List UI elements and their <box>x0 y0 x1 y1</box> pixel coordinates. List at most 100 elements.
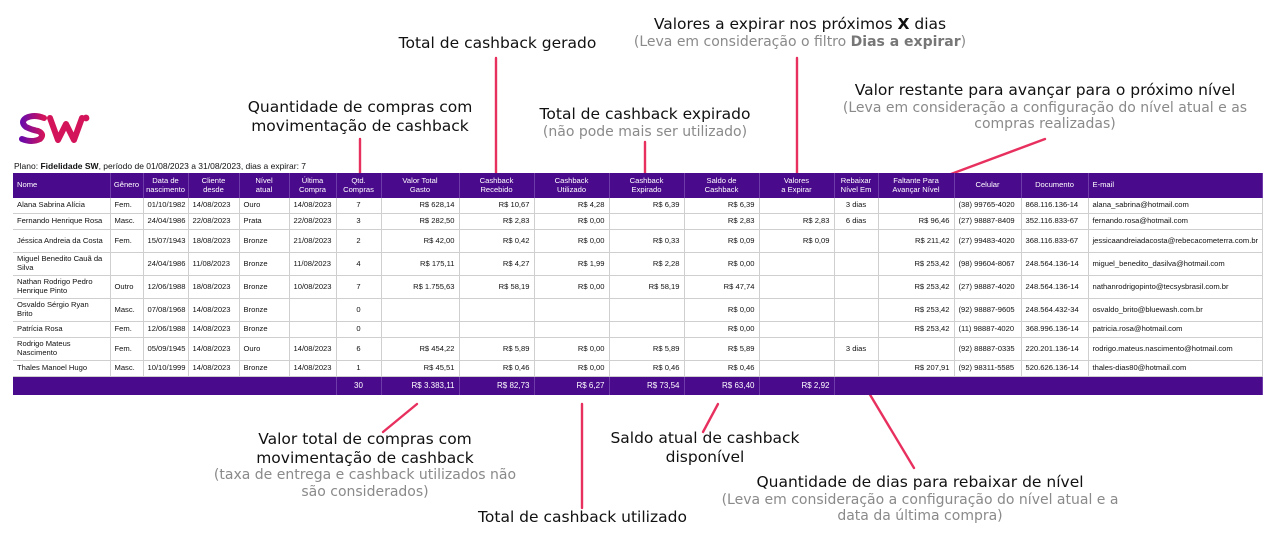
total-cashback-utilizado: R$ 6,27 <box>534 376 610 395</box>
table-cell: R$ 0,42 <box>459 229 535 253</box>
column-header: E-mail <box>1088 173 1263 198</box>
table-cell: Ouro <box>239 337 290 361</box>
column-header: Cashback Utilizado <box>534 173 610 198</box>
table-cell: 14/08/2023 <box>188 321 240 338</box>
table-cell: R$ 5,89 <box>459 337 535 361</box>
table-cell: 0 <box>336 321 382 338</box>
table-cell: 520.626.136-14 <box>1021 360 1089 377</box>
table-cell: R$ 0,00 <box>534 360 610 377</box>
column-header: Valores a Expirar <box>759 173 835 198</box>
table-cell: 07/08/1968 <box>143 298 189 322</box>
arrow-valor-total <box>381 402 419 434</box>
table-cell: R$ 47,74 <box>684 275 760 299</box>
table-cell: Bronze <box>239 360 290 377</box>
table-cell: R$ 0,33 <box>609 229 685 253</box>
table-cell <box>609 321 685 338</box>
table-cell: Osvaldo Sérgio Ryan Brito <box>13 298 111 322</box>
table-cell: 368.996.136-14 <box>1021 321 1089 338</box>
annotation-saldo-atual: Saldo atual de cashback disponível <box>610 429 800 466</box>
table-cell: R$ 58,19 <box>609 275 685 299</box>
table-cell: 3 dias <box>834 198 879 214</box>
table-cell: R$ 0,00 <box>534 229 610 253</box>
table-cell: (98) 99604-8067 <box>954 252 1022 276</box>
table-cell <box>459 298 535 322</box>
table-cell: R$ 4,27 <box>459 252 535 276</box>
table-cell: 21/08/2023 <box>289 229 337 253</box>
table-cell <box>759 360 835 377</box>
table-cell: 3 <box>336 213 382 230</box>
table-cell: 01/10/1982 <box>143 198 189 214</box>
table-cell: rodrigo.mateus.nascimento@hotmail.com <box>1088 337 1263 361</box>
column-header: Valor Total Gasto <box>381 173 460 198</box>
table-cell <box>609 298 685 322</box>
arrow-saldo-atual <box>701 402 720 434</box>
column-header: Celular <box>954 173 1022 198</box>
table-cell: Ouro <box>239 198 290 214</box>
table-cell: 7 <box>336 275 382 299</box>
table-cell: R$ 5,89 <box>684 337 760 361</box>
table-row: Osvaldo Sérgio Ryan Brito Masc. 07/08/1968… <box>13 298 1263 322</box>
table-cell: R$ 207,91 <box>878 360 955 377</box>
table-cell: jessicaandreiadacosta@rebecacometerra.co… <box>1088 229 1263 253</box>
table-cell: 6 dias <box>834 213 879 230</box>
annotation-valores-expirar: Valores a expirar nos próximos X dias (L… <box>633 15 967 50</box>
table-cell: R$ 6,39 <box>609 198 685 214</box>
table-cell: R$ 253,42 <box>878 275 955 299</box>
annotation-cashback-utilizado: Total de cashback utilizado <box>478 508 687 526</box>
table-cell: Alana Sabrina Alícia <box>13 198 111 214</box>
column-header: Nível atual <box>239 173 290 198</box>
table-cell: thales-dias80@hotmail.com <box>1088 360 1263 377</box>
sw-logo <box>19 113 90 144</box>
table-cell: 352.116.833-67 <box>1021 213 1089 230</box>
table-cell: 368.116.833-67 <box>1021 229 1089 253</box>
table-cell <box>381 321 460 338</box>
column-header: Gênero <box>110 173 144 198</box>
table-cell: 24/04/1986 <box>143 252 189 276</box>
table-row: Patrícia Rosa Fem. 12/06/1988 14/08/2023 Bro… <box>13 321 1263 338</box>
table-cell: Miguel Benedito Cauã da Silva <box>13 252 111 276</box>
annotation-valor-total: Valor total de compras com movimentação … <box>213 430 517 500</box>
total-cashback-recebido: R$ 82,73 <box>459 376 535 395</box>
table-row: Rodrigo Mateus Nascimento Fem. 05/09/1945 1… <box>13 337 1263 361</box>
table-cell <box>834 275 879 299</box>
table-cell: Fem. <box>110 229 144 253</box>
table-cell: 22/08/2023 <box>188 213 240 230</box>
table-cell: R$ 58,19 <box>459 275 535 299</box>
table-cell: R$ 0,46 <box>609 360 685 377</box>
table-cell <box>534 298 610 322</box>
table-cell: Rodrigo Mateus Nascimento <box>13 337 111 361</box>
table-cell: 18/08/2023 <box>188 229 240 253</box>
table-cell: Masc. <box>110 360 144 377</box>
table-cell: (11) 98887-4020 <box>954 321 1022 338</box>
table-cell: R$ 0,00 <box>534 275 610 299</box>
table-cell: 14/08/2023 <box>188 360 240 377</box>
table-cell: 22/08/2023 <box>289 213 337 230</box>
table-cell: R$ 282,50 <box>381 213 460 230</box>
table-cell: 10/10/1999 <box>143 360 189 377</box>
table-cell: (92) 98311-5585 <box>954 360 1022 377</box>
table-cell: 3 dias <box>834 337 879 361</box>
table-cell: (27) 98887-8409 <box>954 213 1022 230</box>
table-cell: R$ 42,00 <box>381 229 460 253</box>
table-cell: osvaldo_brito@bluewash.com.br <box>1088 298 1263 322</box>
column-header: Faltante Para Avançar Nível <box>878 173 955 198</box>
annotation-total-gerado: Total de cashback gerado <box>398 34 597 52</box>
table-header-row: Nome Gênero Data de nascimento Cliente desde N… <box>13 173 1263 198</box>
table-cell <box>834 360 879 377</box>
table-cell: 220.201.136-14 <box>1021 337 1089 361</box>
table-cell <box>759 298 835 322</box>
table-cell: Nathan Rodrigo Pedro Henrique Pinto <box>13 275 111 299</box>
table-cell: R$ 0,46 <box>459 360 535 377</box>
table-cell: 14/08/2023 <box>289 360 337 377</box>
table-cell: Bronze <box>239 321 290 338</box>
table-cell: 18/08/2023 <box>188 275 240 299</box>
table-cell: R$ 628,14 <box>381 198 460 214</box>
table-cell: miguel_benedito_dasilva@hotmail.com <box>1088 252 1263 276</box>
table-cell: Thales Manoel Hugo <box>13 360 111 377</box>
table-cell: R$ 6,39 <box>684 198 760 214</box>
table-cell: Fem. <box>110 198 144 214</box>
column-header: Saldo de Cashback <box>684 173 760 198</box>
table-cell: (92) 88887-0335 <box>954 337 1022 361</box>
column-header: Cashback Expirado <box>609 173 685 198</box>
table-row: Thales Manoel Hugo Masc. 10/10/1999 14/08/2… <box>13 360 1263 377</box>
